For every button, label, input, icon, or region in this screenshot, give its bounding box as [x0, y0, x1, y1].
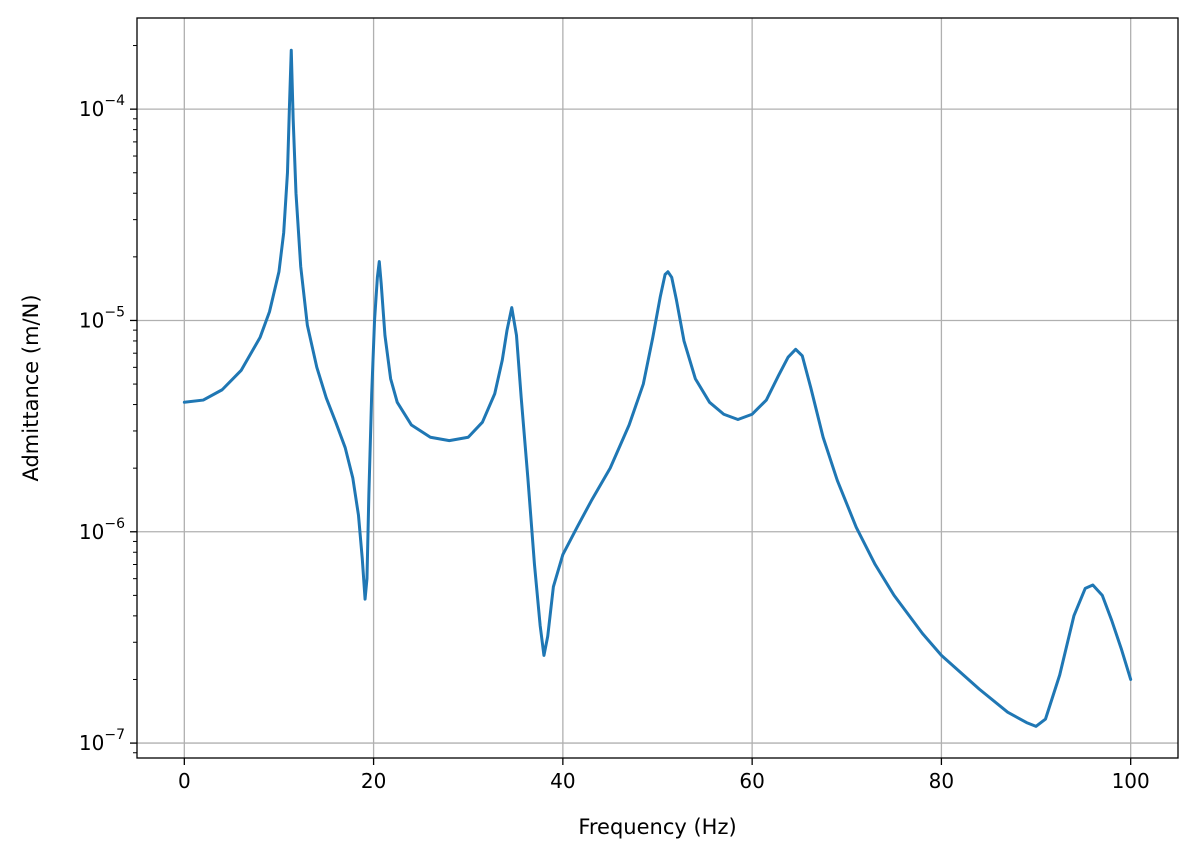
series-line	[182, 48, 1133, 728]
x-tick-label: 0	[178, 769, 191, 793]
x-axis: 0 20 40 60 80 100	[178, 758, 1150, 793]
y-tick-label: 10−6	[79, 516, 125, 544]
y-tick-label: 10−4	[79, 93, 125, 121]
x-axis-label: Frequency (Hz)	[578, 815, 736, 839]
x-tick-label: 40	[550, 769, 575, 793]
y-axis-label: Admittance (m/N)	[19, 294, 43, 481]
x-tick-label: 80	[929, 769, 954, 793]
y-axis: 10−7 10−6 10−5 10−4	[79, 45, 137, 755]
axes-frame	[136, 17, 1179, 759]
y-tick-label: 10−5	[79, 304, 125, 332]
x-tick-label: 60	[739, 769, 764, 793]
x-tick-label: 20	[361, 769, 386, 793]
grid-lines	[137, 18, 1178, 758]
x-tick-label: 100	[1112, 769, 1150, 793]
y-tick-label: 10−7	[79, 727, 125, 755]
series-layer	[182, 48, 1133, 728]
